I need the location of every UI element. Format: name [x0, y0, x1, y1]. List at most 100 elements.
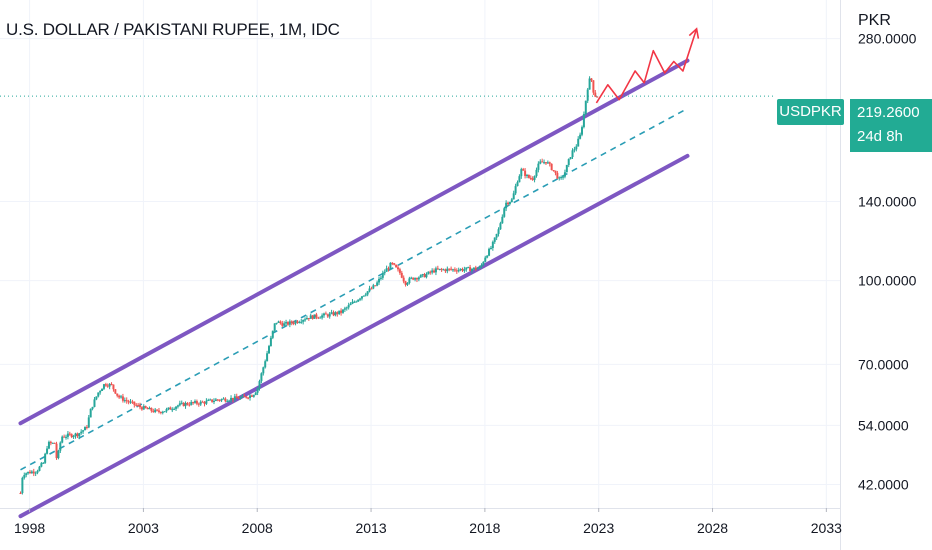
- last-price-value: 219.2600: [857, 104, 920, 121]
- candle-body: [370, 288, 373, 290]
- candle-body: [205, 400, 208, 404]
- candle-body: [510, 199, 513, 203]
- candle-body: [514, 186, 517, 194]
- x-tick-label: 2003: [128, 520, 159, 536]
- candle-body: [173, 408, 176, 410]
- last-price-badge[interactable]: 219.2600 24d 8h: [850, 99, 932, 152]
- candle-body: [68, 433, 71, 435]
- candle-body: [594, 92, 597, 97]
- symbol-badge[interactable]: USDPKR: [777, 99, 844, 125]
- candle-body: [258, 381, 261, 389]
- candle-body: [508, 202, 511, 204]
- channel-lower-line: [18, 153, 690, 519]
- candle-body: [214, 399, 217, 401]
- candle-body: [518, 176, 521, 183]
- candle-body: [42, 462, 45, 464]
- x-tick-label: 2013: [355, 520, 386, 536]
- x-tick-label: 2018: [469, 520, 500, 536]
- candle-body: [135, 404, 138, 406]
- candle-body: [281, 323, 284, 326]
- candle-body: [292, 322, 295, 324]
- x-tick-label: 2008: [242, 520, 273, 536]
- candle-body: [78, 433, 81, 437]
- candle-body: [47, 441, 50, 449]
- candle-body: [296, 321, 299, 323]
- candle-body: [233, 396, 236, 400]
- candle-body: [304, 319, 307, 321]
- candle-body: [533, 176, 536, 180]
- candle-body: [590, 78, 593, 81]
- candle-body: [30, 471, 33, 474]
- candle-body: [425, 274, 428, 278]
- candle-body: [309, 315, 312, 319]
- candle-body: [110, 383, 113, 385]
- candle-body: [459, 268, 462, 270]
- candle-body: [434, 268, 437, 273]
- candle-body: [592, 80, 595, 93]
- candle-body: [61, 436, 64, 443]
- time-axis: 1998 2003 2008 2013 2018 2023 2028 2033: [14, 508, 842, 536]
- candle-body: [317, 317, 320, 319]
- candle-body: [195, 401, 198, 404]
- candle-body: [93, 399, 96, 407]
- candle-body: [495, 233, 498, 238]
- candle-body: [442, 269, 445, 271]
- candle-body: [224, 398, 227, 402]
- candle-body: [101, 388, 104, 391]
- candle-body: [49, 441, 52, 444]
- candle-body: [387, 268, 390, 270]
- candle-body: [72, 435, 75, 438]
- candle-body: [472, 267, 475, 269]
- candle-body: [262, 367, 265, 374]
- candle-body: [491, 241, 494, 248]
- candle-body: [114, 389, 117, 394]
- x-tick-label: 2033: [811, 520, 842, 536]
- y-tick-label: 42.0000: [858, 476, 909, 492]
- candle-body: [393, 263, 396, 265]
- candle-body: [239, 397, 242, 399]
- price-axis: 280.0000 140.0000 100.0000 70.0000 54.0000 42…: [858, 31, 917, 493]
- candle-body: [99, 390, 102, 393]
- candle-body: [85, 427, 88, 429]
- candle-body: [347, 305, 350, 308]
- candle-body: [139, 405, 141, 408]
- candle-body: [286, 322, 289, 325]
- candle-body: [290, 321, 293, 323]
- candle-body: [247, 397, 250, 399]
- candle-body: [36, 470, 39, 473]
- candle-body: [150, 407, 153, 411]
- candle-body: [503, 208, 506, 217]
- candle-body: [163, 411, 166, 413]
- candle-body: [44, 453, 47, 463]
- candle-body: [552, 170, 555, 172]
- candle-body: [548, 162, 551, 164]
- candle-body: [175, 406, 178, 409]
- candle-body: [97, 392, 100, 397]
- candle-body: [307, 317, 310, 319]
- candle-body: [565, 164, 568, 173]
- candle-body: [82, 430, 85, 432]
- y-tick-label: 70.0000: [858, 356, 909, 372]
- candle-body: [461, 268, 464, 271]
- candle-body: [446, 268, 449, 272]
- x-tick-label: 1998: [14, 520, 45, 536]
- candle-body: [379, 277, 382, 279]
- candle-body: [159, 411, 162, 413]
- candle-body: [25, 473, 28, 476]
- y-tick-label: 140.0000: [858, 194, 917, 210]
- candle-body: [499, 223, 502, 230]
- candles: [19, 76, 599, 495]
- candle-body: [486, 255, 489, 258]
- candle-body: [400, 272, 403, 278]
- candle-body: [59, 442, 62, 451]
- candle-body: [582, 113, 585, 128]
- candle-body: [544, 162, 547, 164]
- candle-body: [581, 127, 584, 135]
- candle-body: [283, 323, 286, 326]
- candle-body: [448, 268, 451, 270]
- candle-body: [408, 278, 411, 284]
- candle-body: [351, 301, 354, 304]
- candle-body: [489, 247, 492, 249]
